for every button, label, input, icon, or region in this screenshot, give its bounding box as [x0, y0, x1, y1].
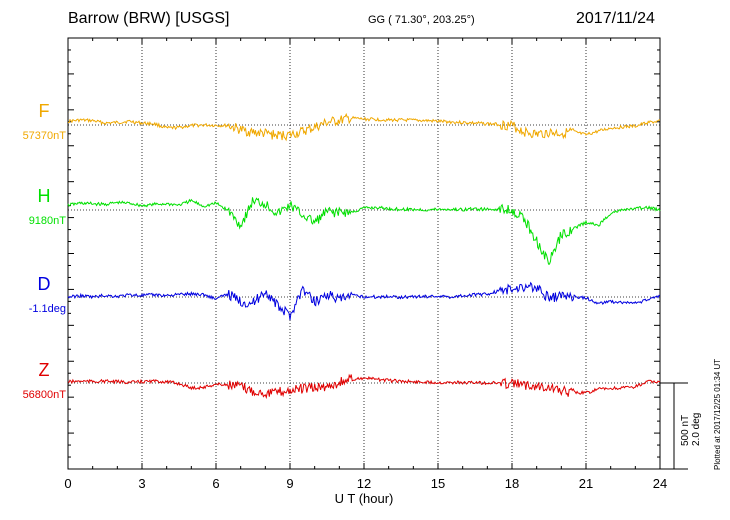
series-name-z: Z: [39, 360, 50, 380]
x-tick-label: 18: [505, 476, 519, 491]
series-baseline-d: -1.1deg: [29, 303, 66, 315]
x-tick-label: 12: [357, 476, 371, 491]
series-name-d: D: [38, 274, 51, 294]
geo-coordinates: GG ( 71.30°, 203.25°): [368, 14, 475, 26]
series-line-f: [68, 112, 661, 142]
plotted-timestamp: Plotted at 2017/12/25 01:34 UT: [713, 358, 722, 470]
x-axis-label: U T (hour): [335, 491, 394, 506]
series-line-z: [67, 373, 661, 400]
series-line-h: [67, 197, 661, 265]
scale-nt-label: 500 nT: [680, 414, 691, 446]
x-tick-label: 9: [286, 476, 293, 491]
station-title: Barrow (BRW) [USGS]: [68, 10, 230, 27]
series-baseline-h: 9180nT: [29, 215, 67, 227]
series-line-d: [67, 281, 661, 321]
scale-deg-label: 2.0 deg: [691, 412, 702, 446]
x-tick-label: 3: [138, 476, 145, 491]
x-tick-label: 24: [653, 476, 667, 491]
x-tick-label: 0: [64, 476, 71, 491]
chart-date: 2017/11/24: [576, 10, 655, 27]
x-tick-label: 15: [431, 476, 445, 491]
series-baseline-f: 57370nT: [23, 130, 67, 142]
series-baseline-z: 56800nT: [23, 389, 67, 401]
x-tick-label: 21: [579, 476, 593, 491]
x-tick-label: 6: [212, 476, 219, 491]
series-name-f: F: [39, 101, 50, 121]
series-name-h: H: [38, 186, 51, 206]
